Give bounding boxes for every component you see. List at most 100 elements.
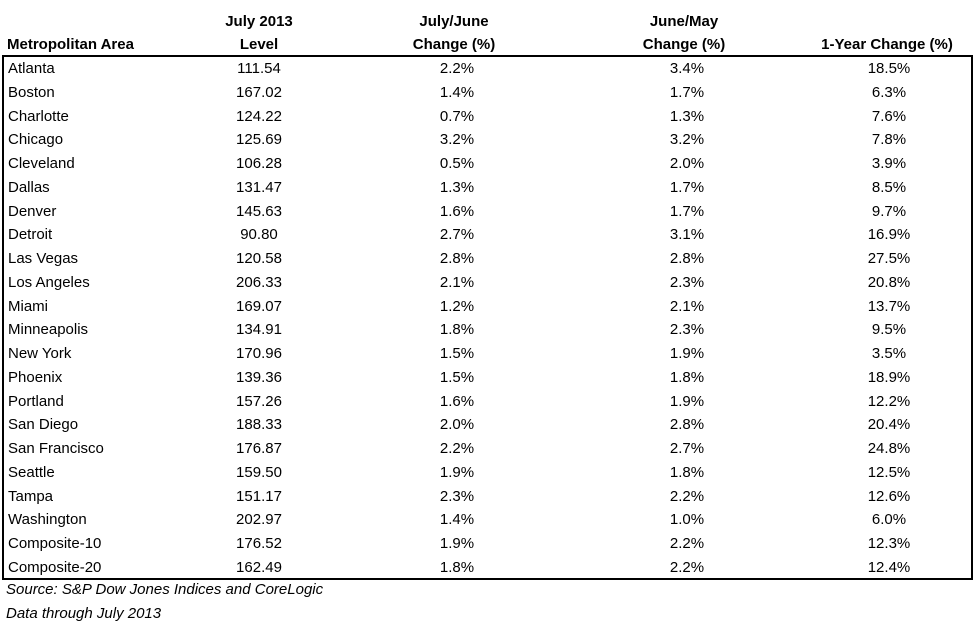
table-row: Miami 169.07 1.2% 2.1% 13.7% <box>4 295 971 319</box>
table-notes: Source: S&P Dow Jones Indices and CoreLo… <box>6 578 323 626</box>
table-row: Seattle 159.50 1.9% 1.8% 12.5% <box>4 461 971 485</box>
cell-june-may-change: 2.2% <box>669 558 705 576</box>
cell-level: 124.22 <box>236 107 282 125</box>
cell-june-may-change: 1.7% <box>669 83 705 101</box>
header-july-june-line2: Change (%) <box>412 36 496 53</box>
cell-area: Boston <box>8 83 55 101</box>
cell-one-year-change: 12.4% <box>867 558 911 576</box>
cell-area: Chicago <box>8 131 64 149</box>
cell-july-june-change: 2.0% <box>439 416 475 434</box>
cell-july-june-change: 1.9% <box>439 463 475 481</box>
cell-june-may-change: 1.0% <box>669 511 705 529</box>
cell-july-june-change: 2.2% <box>439 440 475 457</box>
table-row: Los Angeles 206.33 2.1% 2.3% 20.8% <box>4 271 971 295</box>
table-row: San Diego 188.33 2.0% 2.8% 20.4% <box>4 413 971 437</box>
cell-level: 131.47 <box>236 178 282 196</box>
table-row: Minneapolis 134.91 1.8% 2.3% 9.5% <box>4 318 971 342</box>
cell-one-year-change: 6.3% <box>871 83 907 101</box>
cell-one-year-change: 7.6% <box>871 107 907 125</box>
cell-area: Washington <box>8 511 87 529</box>
table-row: Tampa 151.17 2.3% 2.2% 12.6% <box>4 485 971 509</box>
cell-one-year-change: 24.8% <box>867 440 911 457</box>
cell-july-june-change: 1.5% <box>439 345 475 362</box>
cell-june-may-change: 1.9% <box>669 392 705 410</box>
cell-june-may-change: 1.7% <box>669 178 705 196</box>
cell-july-june-change: 1.6% <box>439 392 475 410</box>
cell-area: Portland <box>8 392 64 410</box>
cell-june-may-change: 1.3% <box>669 107 705 125</box>
table-row: Detroit 90.80 2.7% 3.1% 16.9% <box>4 223 971 247</box>
cell-area: Tampa <box>8 487 54 505</box>
cell-one-year-change: 20.4% <box>867 416 911 434</box>
cell-level: 145.63 <box>236 202 282 220</box>
cell-one-year-change: 9.5% <box>871 321 907 339</box>
header-level: July 2013 Level <box>202 10 316 56</box>
header-july-june-line1: July/June <box>419 13 489 30</box>
cell-area: Cleveland <box>8 155 75 172</box>
header-metropolitan-area: Metropolitan Area <box>7 36 134 53</box>
cell-july-june-change: 2.8% <box>439 250 475 267</box>
cell-july-june-change: 1.3% <box>439 178 475 196</box>
cell-area: Los Angeles <box>8 273 90 291</box>
cell-july-june-change: 2.1% <box>439 273 475 291</box>
cell-area: Dallas <box>8 178 50 196</box>
cell-area: Seattle <box>8 463 55 481</box>
cell-july-june-change: 1.5% <box>439 368 475 386</box>
cell-area: Charlotte <box>8 107 69 125</box>
cell-level: 139.36 <box>236 368 282 386</box>
cell-level: 111.54 <box>237 60 281 77</box>
cell-july-june-change: 1.2% <box>439 297 475 315</box>
cell-area: Atlanta <box>8 60 55 77</box>
cell-july-june-change: 2.2% <box>439 60 475 77</box>
cell-level: 157.26 <box>236 392 282 410</box>
cell-level: 90.80 <box>240 226 278 244</box>
cell-one-year-change: 12.6% <box>867 487 911 505</box>
table-row: Atlanta 111.54 2.2% 3.4% 18.5% <box>4 57 971 81</box>
table-row: Denver 145.63 1.6% 1.7% 9.7% <box>4 200 971 224</box>
cell-level: 120.58 <box>236 250 282 267</box>
cell-june-may-change: 2.0% <box>669 155 705 172</box>
cell-june-may-change: 2.8% <box>669 416 705 434</box>
cell-june-may-change: 3.1% <box>669 226 705 244</box>
table-row: Boston 167.02 1.4% 1.7% 6.3% <box>4 81 971 105</box>
cell-july-june-change: 1.4% <box>439 511 475 529</box>
table-row: Charlotte 124.22 0.7% 1.3% 7.6% <box>4 105 971 129</box>
source-note: Source: S&P Dow Jones Indices and CoreLo… <box>6 581 324 598</box>
table-row: Phoenix 139.36 1.5% 1.8% 18.9% <box>4 366 971 390</box>
cell-july-june-change: 2.7% <box>439 226 475 244</box>
table-row: Dallas 131.47 1.3% 1.7% 8.5% <box>4 176 971 200</box>
cell-july-june-change: 0.7% <box>439 107 475 125</box>
cell-level: 106.28 <box>236 155 282 172</box>
cell-one-year-change: 27.5% <box>867 250 911 267</box>
table-row: Las Vegas 120.58 2.8% 2.8% 27.5% <box>4 247 971 271</box>
cell-level: 176.87 <box>236 440 282 457</box>
cell-one-year-change: 20.8% <box>867 273 911 291</box>
table-row: Composite-20 162.49 1.8% 2.2% 12.4% <box>4 556 971 580</box>
header-level-line2: Level <box>239 36 279 53</box>
cell-area: Phoenix <box>8 368 63 386</box>
cell-level: 151.17 <box>236 487 282 505</box>
cell-july-june-change: 1.6% <box>439 202 475 220</box>
cell-one-year-change: 18.5% <box>867 60 911 77</box>
header-june-may-line2: Change (%) <box>642 36 726 53</box>
cell-one-year-change: 6.0% <box>871 511 907 529</box>
table-row: Composite-10 176.52 1.9% 2.2% 12.3% <box>4 532 971 556</box>
cell-level: 170.96 <box>236 345 282 362</box>
cell-level: 162.49 <box>236 558 282 576</box>
table-body: Atlanta 111.54 2.2% 3.4% 18.5% Boston 167.02 1.… <box>2 55 973 580</box>
cell-one-year-change: 9.7% <box>871 202 907 220</box>
cell-july-june-change: 1.8% <box>439 321 475 339</box>
cell-july-june-change: 1.4% <box>439 83 475 101</box>
cell-level: 167.02 <box>236 83 282 101</box>
cell-area: Composite-10 <box>8 535 102 552</box>
cell-area: Minneapolis <box>8 321 89 339</box>
cell-one-year-change: 3.5% <box>871 345 907 362</box>
home-price-table: Metropolitan Area July 2013 Level July/J… <box>2 6 973 580</box>
cell-june-may-change: 2.2% <box>669 535 705 552</box>
cell-july-june-change: 3.2% <box>439 131 475 149</box>
cell-level: 206.33 <box>236 273 282 291</box>
cell-level: 176.52 <box>236 535 282 552</box>
header-july-june-change: July/June Change (%) <box>387 10 521 56</box>
cell-june-may-change: 2.8% <box>669 250 705 267</box>
table-row: Portland 157.26 1.6% 1.9% 12.2% <box>4 390 971 414</box>
